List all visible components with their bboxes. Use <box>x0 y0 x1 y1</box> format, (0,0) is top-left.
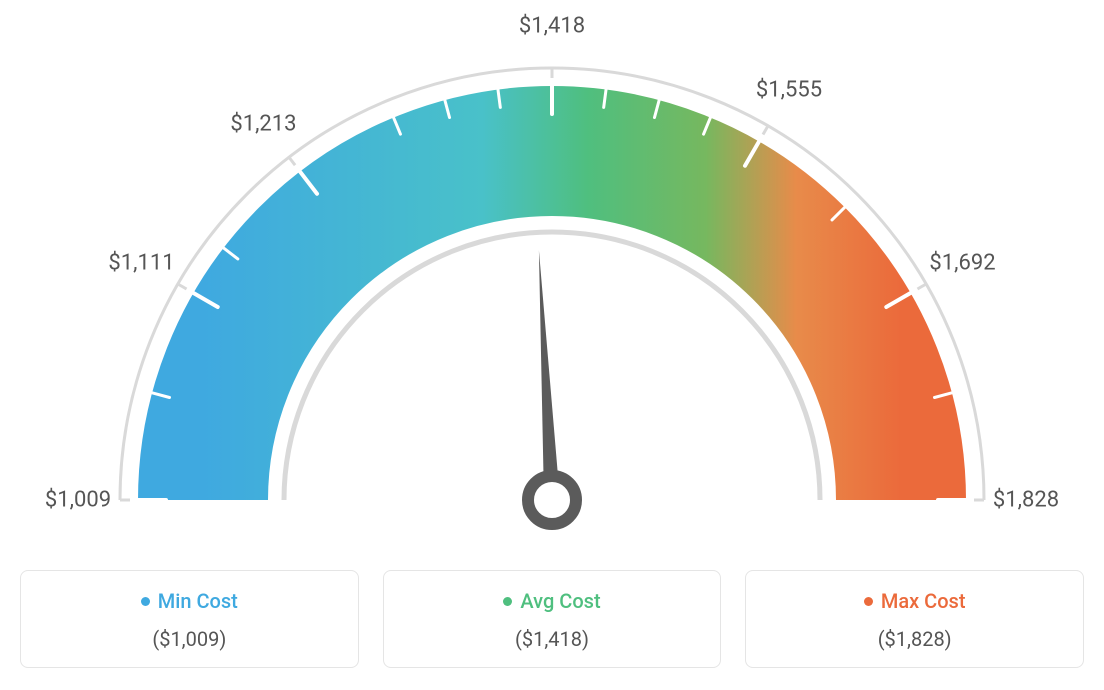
legend-value-min: ($1,009) <box>31 627 348 651</box>
legend-card-min: Min Cost ($1,009) <box>20 570 359 668</box>
gauge-chart: $1,009$1,111$1,213$1,418$1,555$1,692$1,8… <box>20 20 1084 560</box>
legend-title-avg: Avg Cost <box>520 589 600 613</box>
legend-dot-max <box>864 597 873 606</box>
legend-dot-min <box>141 597 150 606</box>
gauge-tick-label: $1,828 <box>993 488 1059 513</box>
gauge-tick-label: $1,111 <box>108 251 174 276</box>
legend-value-avg: ($1,418) <box>394 627 711 651</box>
gauge-tick-label: $1,692 <box>929 251 995 276</box>
gauge-tick-label: $1,213 <box>230 111 296 136</box>
legend-card-avg: Avg Cost ($1,418) <box>383 570 722 668</box>
gauge-svg <box>20 20 1084 560</box>
legend-dot-avg <box>503 597 512 606</box>
legend-title-min: Min Cost <box>158 589 238 613</box>
gauge-tick-label: $1,009 <box>45 488 111 513</box>
legend-row: Min Cost ($1,009) Avg Cost ($1,418) Max … <box>20 570 1084 668</box>
gauge-tick-label: $1,418 <box>519 14 585 39</box>
legend-card-max: Max Cost ($1,828) <box>745 570 1084 668</box>
legend-value-max: ($1,828) <box>756 627 1073 651</box>
legend-title-max: Max Cost <box>881 589 966 613</box>
gauge-tick-label: $1,555 <box>756 77 822 102</box>
